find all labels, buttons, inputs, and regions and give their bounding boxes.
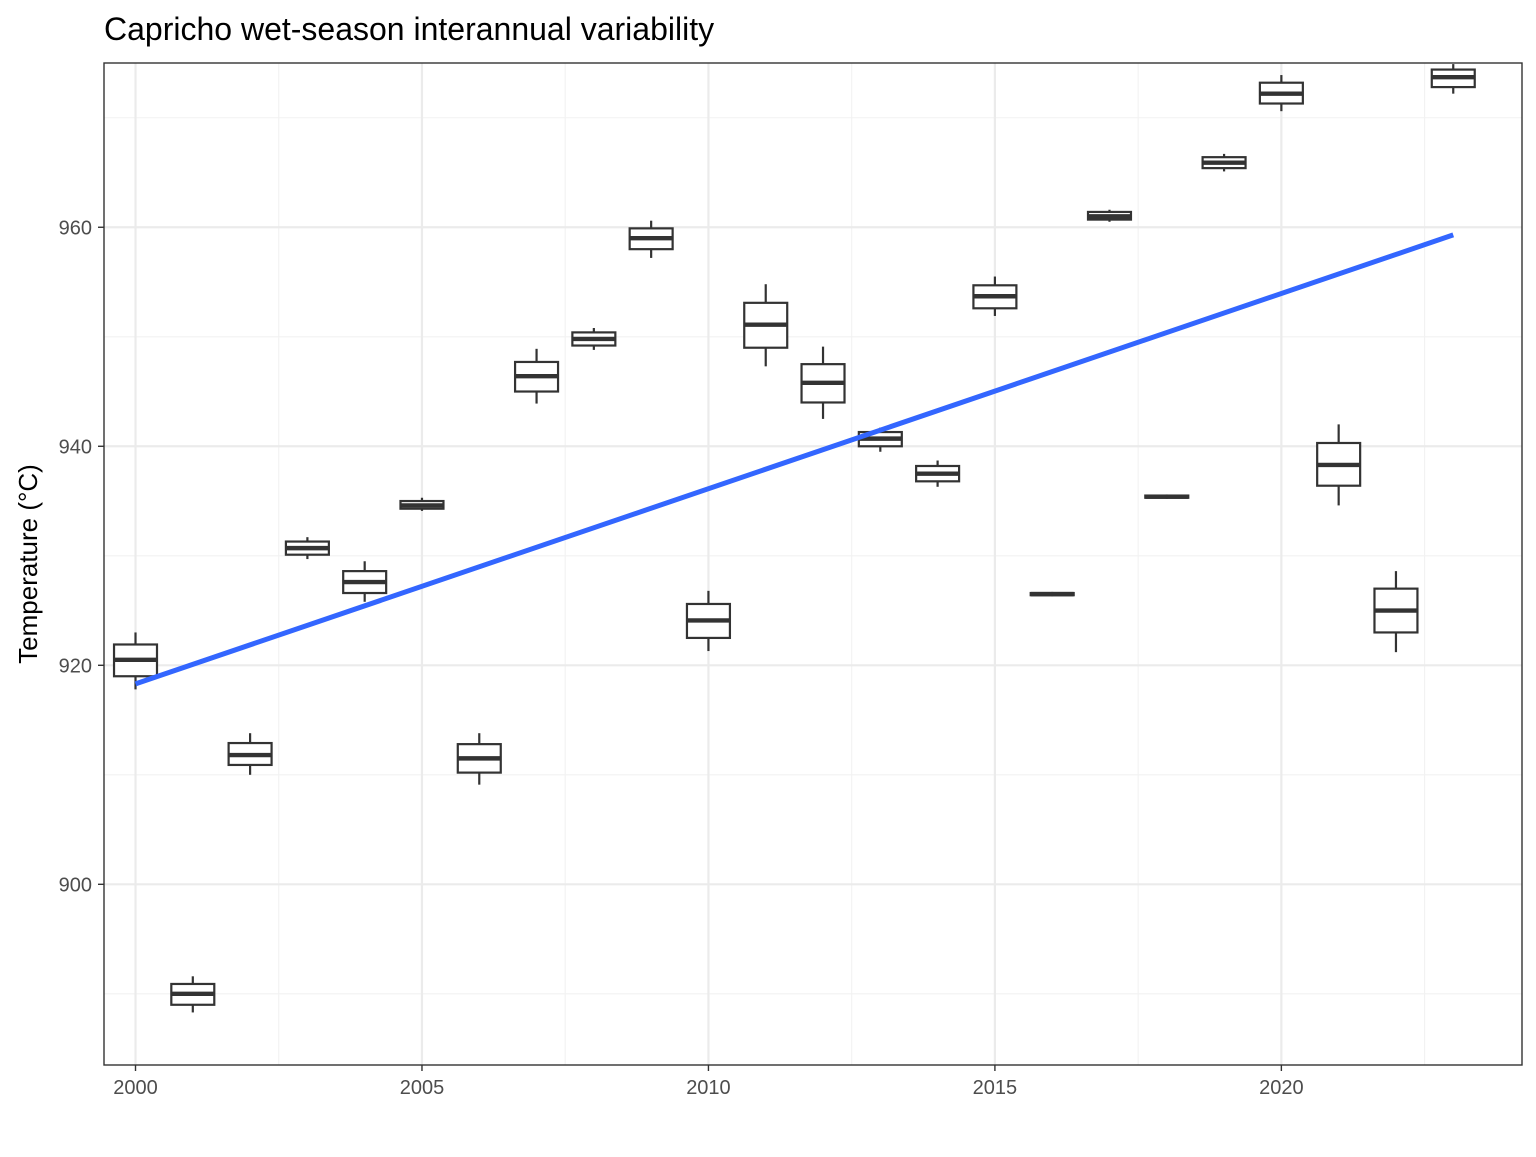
y-tick-label: 960: [59, 217, 92, 239]
box-2017: [1086, 209, 1133, 222]
box-2005: [399, 497, 445, 511]
trend-line-group: [134, 232, 1455, 687]
box-2007: [513, 348, 560, 404]
box-2014: [915, 460, 961, 487]
box-2018: [1144, 494, 1190, 499]
box-2008: [571, 328, 617, 350]
box-2006: [456, 733, 502, 785]
x-tick-label: 2010: [686, 1077, 731, 1099]
box-2016: [1029, 591, 1075, 597]
box-2019: [1201, 153, 1247, 172]
box-2001: [170, 976, 216, 1013]
box-2011: [743, 284, 789, 367]
box-2022: [1373, 571, 1419, 653]
trend-line: [134, 232, 1455, 687]
box-2020: [1258, 75, 1304, 112]
y-tick-label: 920: [59, 655, 92, 677]
box-2021: [1316, 424, 1362, 506]
grid-lines: [104, 63, 1522, 1065]
x-tick-label: 2020: [1259, 1077, 1304, 1099]
box-2010: [685, 590, 732, 652]
box-2015: [972, 276, 1018, 316]
boxplot-series: [112, 64, 1476, 1013]
x-tick-label: 2005: [400, 1077, 445, 1099]
box-2023: [1430, 64, 1476, 94]
box-2009: [628, 220, 674, 258]
chart-title: Capricho wet-season interannual variabil…: [104, 11, 714, 47]
x-tick-label: 2000: [113, 1077, 158, 1099]
box-2000: [112, 632, 159, 690]
axis-ticks: 900 920 940 960 2000 2005 2010 2015 2020: [59, 217, 1304, 1099]
box-2012: [800, 346, 846, 419]
x-tick-label: 2015: [973, 1077, 1018, 1099]
box-2002: [227, 733, 273, 775]
y-axis-title: Temperature (°C): [13, 464, 43, 664]
y-tick-label: 900: [59, 874, 92, 896]
panel-border: [103, 62, 1523, 1066]
box-2004: [342, 561, 388, 602]
y-tick-label: 940: [59, 436, 92, 458]
box-2003: [284, 537, 330, 560]
